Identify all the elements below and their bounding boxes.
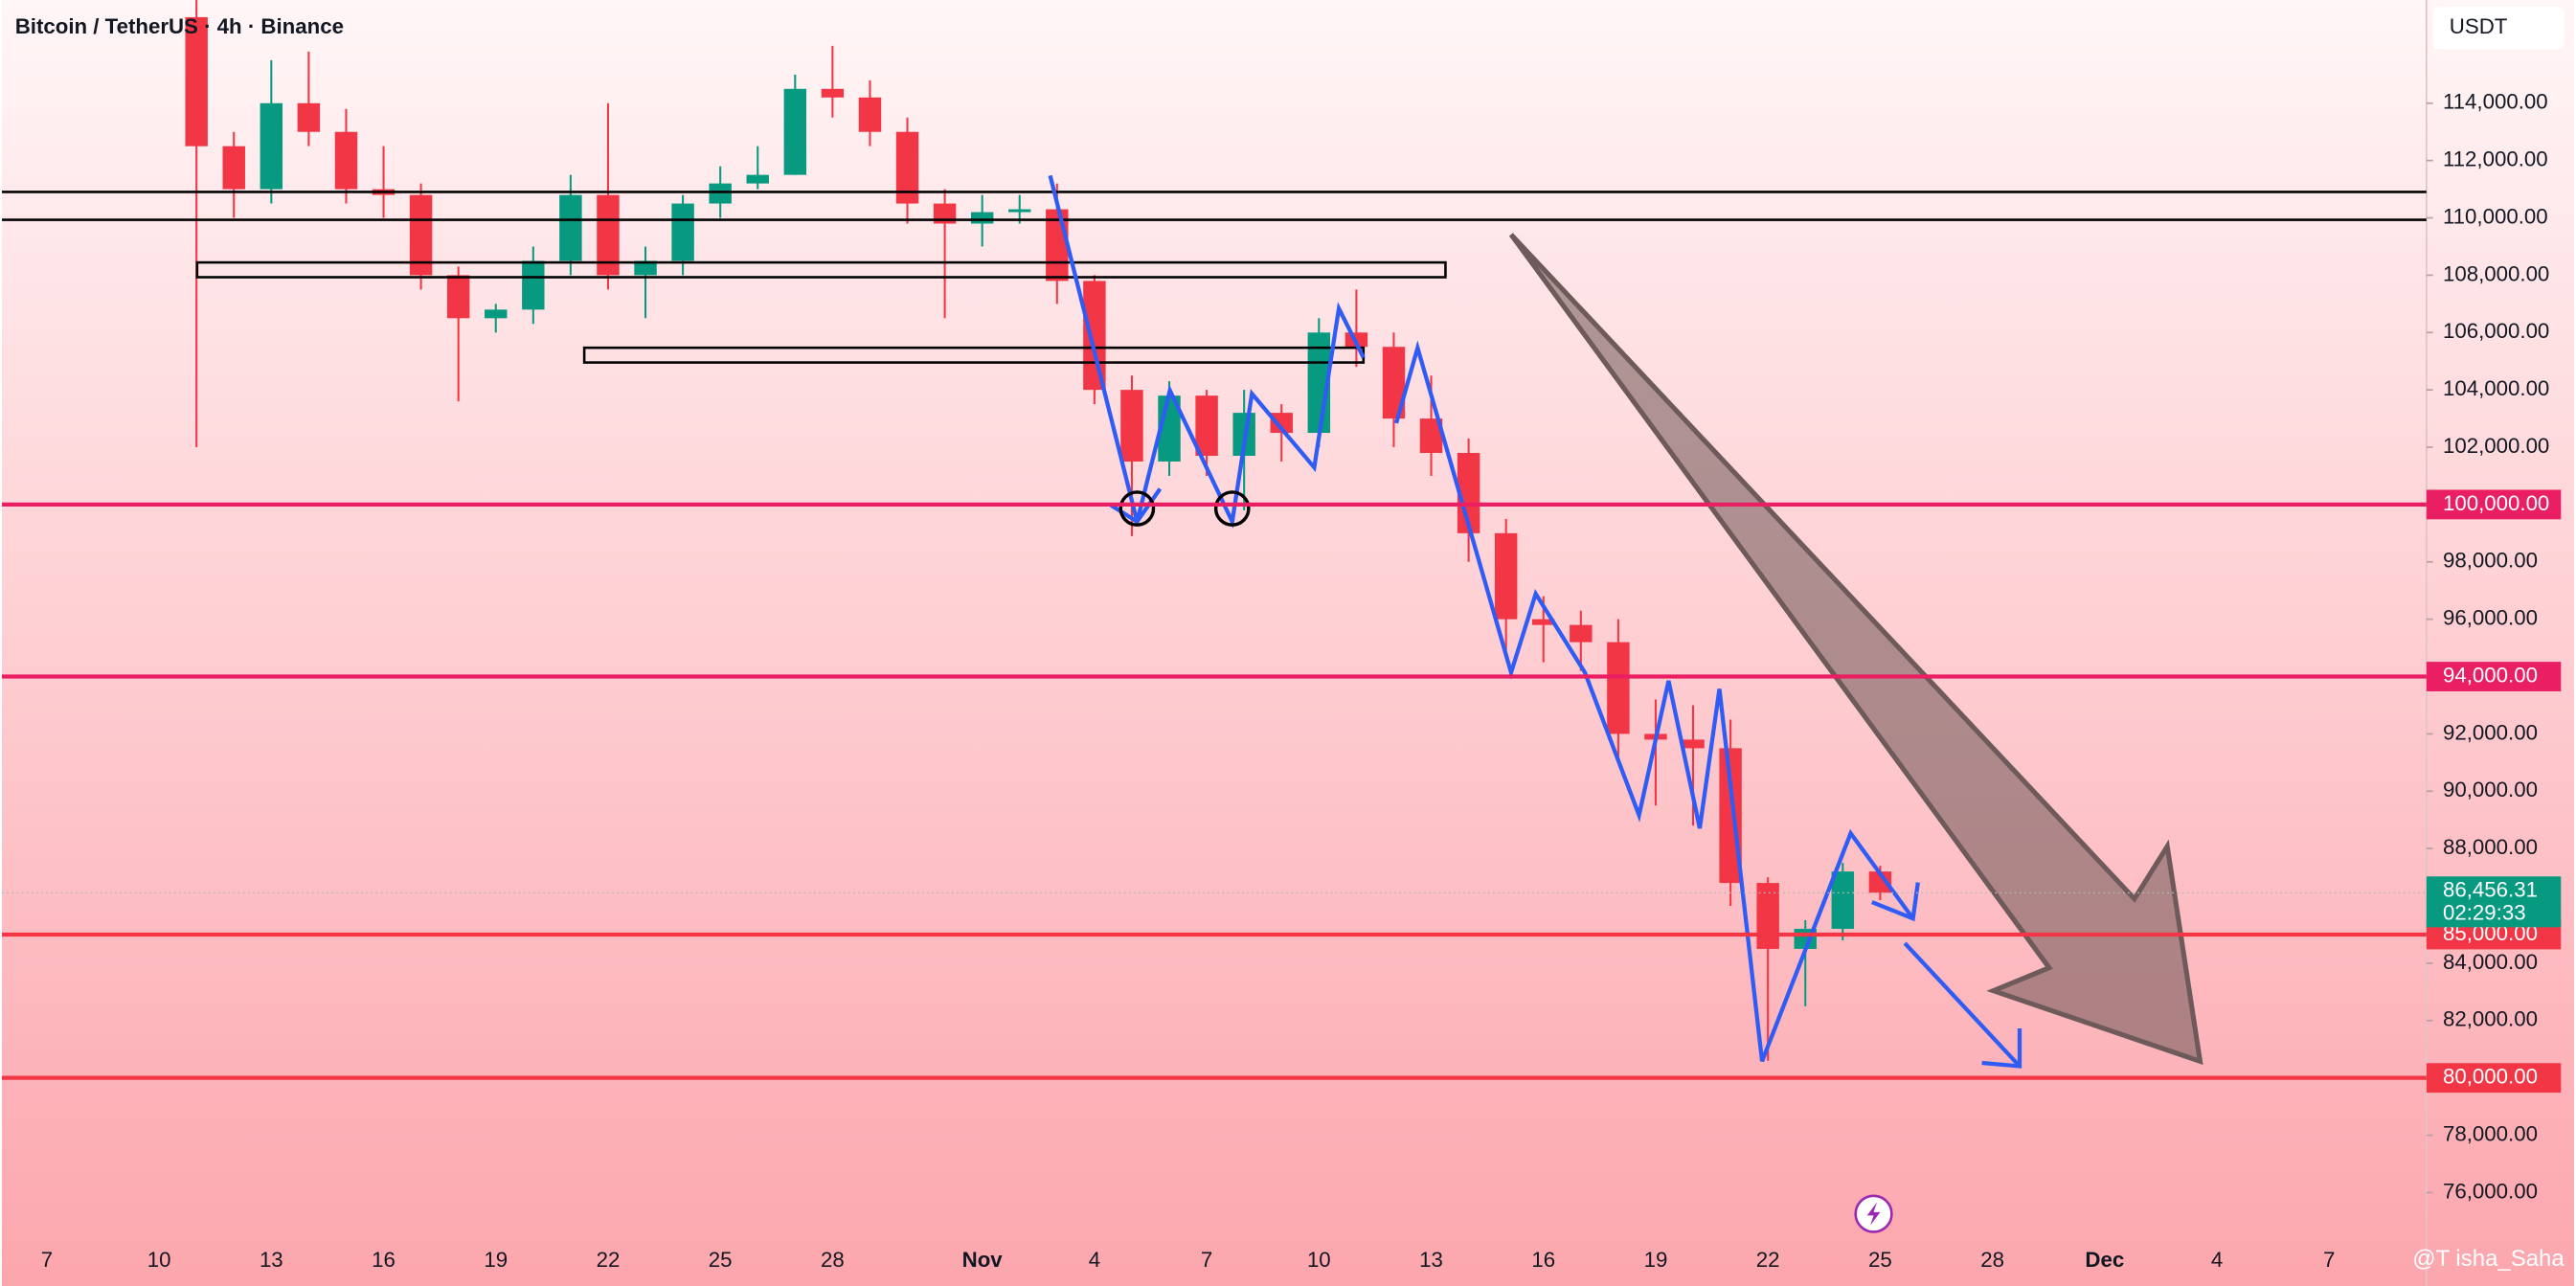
y-tick-label: 96,000.00 <box>2443 606 2538 630</box>
candle-body <box>1419 418 1443 454</box>
candle-body <box>222 146 245 190</box>
candle-body <box>485 309 508 319</box>
x-tick-label: 28 <box>1980 1248 2004 1272</box>
x-tick-label: Nov <box>962 1248 1004 1272</box>
x-tick-label: 25 <box>709 1248 733 1272</box>
y-tick-label: 84,000.00 <box>2443 950 2538 974</box>
y-tick-label: 108,000.00 <box>2443 261 2549 285</box>
candle-body <box>634 260 657 276</box>
level-label-box <box>2426 489 2562 520</box>
x-tick-label: 10 <box>1307 1248 1331 1272</box>
candle-body <box>1682 739 1705 749</box>
x-tick-label: 13 <box>1419 1248 1443 1272</box>
y-tick-label: 114,000.00 <box>2443 90 2548 114</box>
y-tick-label: 78,000.00 <box>2443 1121 2538 1145</box>
bottom-circle <box>1119 490 1156 527</box>
y-tick-label: 104,000.00 <box>2443 376 2549 400</box>
candle-body <box>446 275 470 319</box>
plot <box>185 0 1892 1061</box>
y-tick-label: 112,000.00 <box>2443 147 2548 171</box>
candle-body <box>1494 532 1518 620</box>
candle-body <box>1756 883 1779 949</box>
level-label: 94,000.00 <box>2443 663 2538 687</box>
candle-body <box>185 16 208 147</box>
candle-body <box>895 131 919 204</box>
lightning-glyph <box>1866 1202 1881 1226</box>
x-tick-label: 19 <box>484 1248 508 1272</box>
x-tick-label: 4 <box>2211 1248 2223 1272</box>
level-label-box <box>2426 1063 2562 1094</box>
candle-body <box>559 194 582 261</box>
x-tick-label: 22 <box>597 1248 621 1272</box>
projection-arrow <box>1903 941 2022 1068</box>
candle-body <box>970 212 994 224</box>
candle-body <box>1270 413 1293 434</box>
y-tick-label: 98,000.00 <box>2443 549 2538 573</box>
candle-body <box>597 194 620 276</box>
level-label-box <box>2426 662 2562 691</box>
y-tick-label: 110,000.00 <box>2443 204 2548 228</box>
currency-box[interactable] <box>2432 6 2565 50</box>
candle-body <box>746 174 769 184</box>
candle-body <box>783 88 807 175</box>
x-tick-label: 7 <box>1201 1248 1212 1272</box>
x-tick-label: 10 <box>147 1248 171 1272</box>
candle-body <box>858 97 882 132</box>
chart-title: Bitcoin / TetherUS · 4h · Binance <box>15 14 344 38</box>
candle-body <box>334 131 358 190</box>
y-tick-label: 106,000.00 <box>2443 319 2549 343</box>
x-tick-label: 7 <box>2323 1248 2335 1272</box>
candle-body <box>1382 347 1406 419</box>
candle-body <box>1607 642 1630 734</box>
candle-body <box>1195 395 1218 457</box>
candle-body <box>1570 624 1593 643</box>
y-tick-label: 88,000.00 <box>2443 835 2538 859</box>
wave-path <box>1393 340 1915 1063</box>
x-tick-label: 28 <box>821 1248 845 1272</box>
drawings <box>1 174 2427 1233</box>
candle-body <box>671 203 694 261</box>
x-tick-label: 7 <box>41 1248 53 1272</box>
zone-box <box>195 260 1447 279</box>
countdown-label: 02:29:33 <box>2443 901 2526 925</box>
x-tick-label: Dec <box>2085 1248 2124 1272</box>
watermark: @T isha_Saha <box>2412 1246 2565 1272</box>
level-label: 80,000.00 <box>2443 1065 2538 1089</box>
y-tick-label: 76,000.00 <box>2443 1179 2538 1203</box>
candle-body <box>1120 390 1143 463</box>
wave-path <box>1048 174 1366 529</box>
candle-body <box>1457 453 1480 533</box>
candle-body <box>297 102 321 132</box>
candle-body <box>1083 281 1106 391</box>
x-tick-label: 25 <box>1868 1248 1892 1272</box>
arrow-head <box>1981 1028 2022 1069</box>
candle-body <box>522 260 545 310</box>
candle-body <box>1008 209 1031 213</box>
candle-body <box>1831 871 1855 929</box>
y-tick-label: 102,000.00 <box>2443 434 2549 458</box>
arrow-head <box>1871 882 1920 922</box>
candle-body <box>1868 871 1892 893</box>
candle-body <box>409 194 433 276</box>
last-price-label: 86,456.31 <box>2443 878 2538 902</box>
x-tick-label: 22 <box>1756 1248 1780 1272</box>
candle-body <box>709 183 732 204</box>
y-tick-label: 92,000.00 <box>2443 720 2538 744</box>
candle-body <box>821 88 845 98</box>
level-label: 100,000.00 <box>2443 491 2549 515</box>
x-tick-label: 16 <box>1531 1248 1555 1272</box>
currency-label: USDT <box>2450 14 2508 38</box>
x-tick-label: 16 <box>372 1248 395 1272</box>
x-tick-label: 13 <box>260 1248 283 1272</box>
last-price-box <box>2426 876 2562 928</box>
y-tick-label: 90,000.00 <box>2443 778 2538 801</box>
trend-arrow <box>1508 233 2203 1066</box>
x-tick-label: 4 <box>1089 1248 1100 1272</box>
candle-body <box>1532 619 1555 625</box>
x-tick-label: 19 <box>1644 1248 1668 1272</box>
candle-body <box>260 102 283 190</box>
y-tick-label: 82,000.00 <box>2443 1007 2538 1031</box>
bottom-circle <box>1213 490 1251 527</box>
